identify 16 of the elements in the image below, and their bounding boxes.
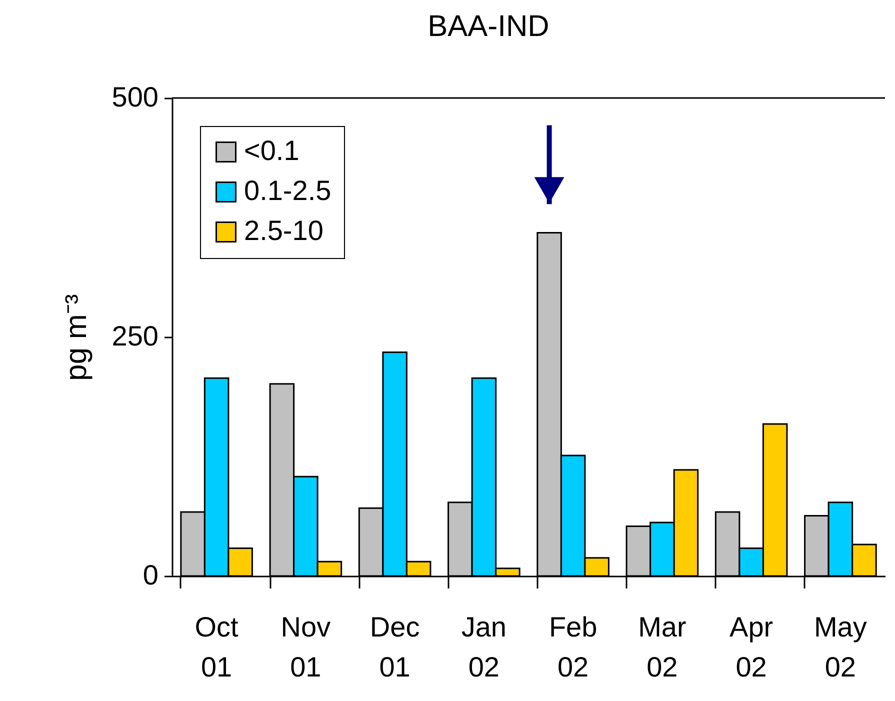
legend-label: 2.5-10	[244, 215, 324, 246]
x-tick-label: May 02	[814, 612, 867, 682]
x-tick-label: Nov 01	[280, 612, 331, 682]
chart-title: BAA-IND	[428, 10, 550, 43]
y-axis-title: pg m⁻³	[60, 294, 93, 381]
x-tick-label: Apr 02	[730, 612, 774, 682]
x-tick-label: Dec 01	[370, 612, 420, 682]
legend-label: 0.1-2.5	[244, 175, 332, 206]
x-tick-label: Oct 01	[194, 612, 239, 682]
y-tick-label: 0	[142, 560, 158, 590]
x-tick-label: Jan 02	[461, 612, 507, 682]
y-tick-label: 250	[112, 320, 158, 352]
legend-label: <0.1	[244, 135, 300, 166]
y-tick-label: 500	[112, 82, 158, 112]
x-tick-label: Feb 02	[548, 612, 598, 682]
x-tick-label: Mar 02	[638, 612, 686, 682]
